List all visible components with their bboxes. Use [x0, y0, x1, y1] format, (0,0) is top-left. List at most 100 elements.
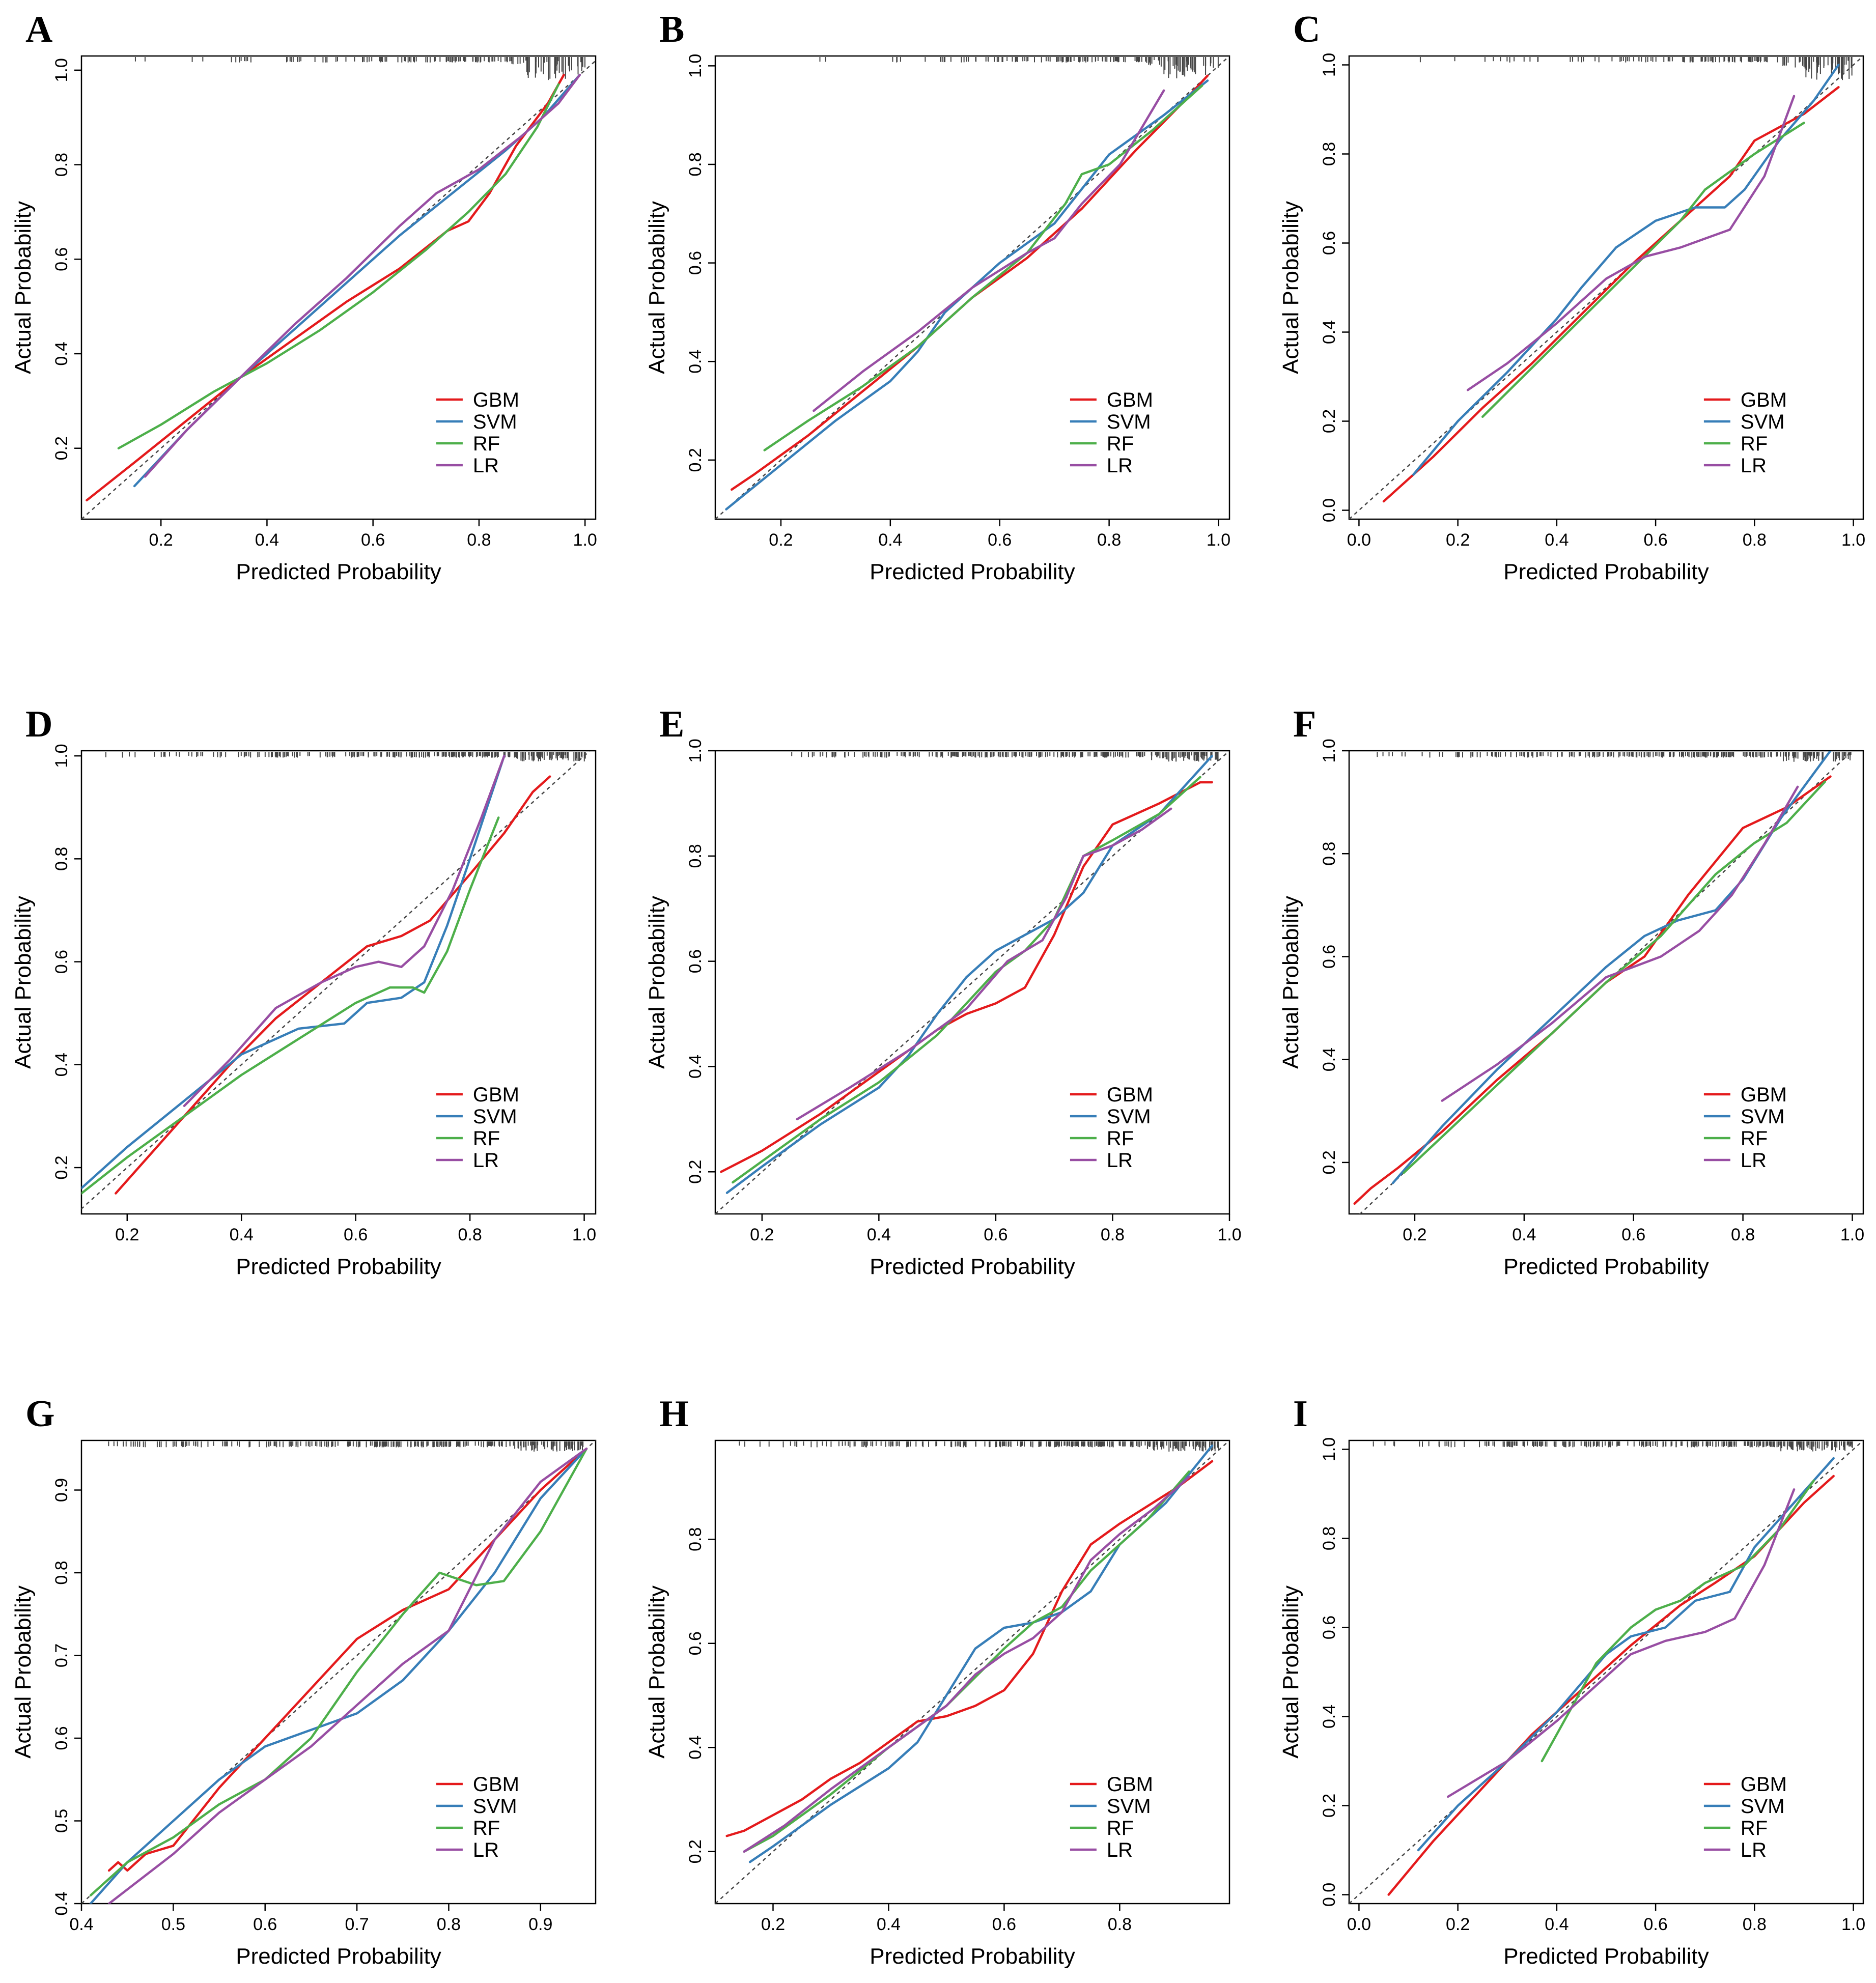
rug-marks: [819, 57, 1219, 78]
legend-label-lr: LR: [1107, 1149, 1133, 1172]
series-line-svm: [748, 1444, 1214, 1863]
y-tick-label: 0.6: [686, 251, 705, 275]
legend-label-lr: LR: [1741, 455, 1767, 477]
y-tick-label: 0.8: [1320, 1526, 1339, 1550]
x-tick-label: 0.6: [344, 1225, 368, 1244]
plot-frame: [80, 55, 597, 520]
panel-letter-e: E: [659, 703, 684, 745]
series-line-gbm: [720, 781, 1213, 1173]
y-tick-label: 0.5: [52, 1809, 71, 1833]
plot-frame: [714, 55, 1230, 520]
x-tick-label: 0.6: [253, 1915, 277, 1934]
y-axis-label: Actual Probability: [645, 896, 669, 1069]
rug-marks: [134, 57, 586, 80]
y-axis-label: Actual Probability: [645, 1585, 669, 1759]
x-tick-label: 1.0: [572, 1225, 596, 1244]
panel-letter-g: G: [25, 1393, 55, 1435]
legend-label-svm: SVM: [1107, 411, 1151, 433]
x-axis-label: Predicted Probability: [1503, 559, 1709, 584]
legend-label-rf: RF: [1107, 1127, 1134, 1150]
y-tick-label: 0.0: [1320, 1883, 1339, 1907]
series-line-lr: [743, 1476, 1190, 1853]
x-tick-label: 0.6: [992, 1915, 1016, 1934]
x-tick-label: 1.0: [1217, 1225, 1241, 1244]
y-tick-label: 0.4: [52, 342, 71, 365]
legend-label-svm: SVM: [473, 1795, 517, 1818]
legend-label-lr: LR: [1107, 1839, 1133, 1861]
legend-label-rf: RF: [1107, 1817, 1134, 1839]
legend-label-gbm: GBM: [1741, 1084, 1787, 1106]
legend-label-svm: SVM: [1107, 1106, 1151, 1128]
calibration-plot-e: E 0.2 0.4 0.6 0.8 1.0 0.2 0.4 0.6 0.8 1.0 Predicted…: [645, 703, 1242, 1279]
series-line-gbm: [107, 1448, 588, 1872]
calibration-plot-d: D 0.2 0.4 0.6 0.8 1.0 0.2 0.4 0.6 0.8 1.0 Predicted…: [11, 703, 597, 1279]
x-tick-label: 1.0: [1841, 1915, 1865, 1934]
y-tick-label: 0.6: [52, 1726, 71, 1750]
series-line-lr: [107, 1448, 588, 1904]
y-tick-label: 0.6: [52, 247, 71, 271]
legend-label-gbm: GBM: [473, 1084, 519, 1106]
y-tick-label: 0.6: [686, 1631, 705, 1655]
series-line-gbm: [725, 1460, 1214, 1837]
plot-frame: [1348, 750, 1864, 1215]
legend-label-gbm: GBM: [1741, 1773, 1787, 1796]
y-tick-label: 0.6: [686, 949, 705, 973]
legend-label-svm: SVM: [1107, 1795, 1151, 1818]
x-tick-label: 0.2: [1403, 1225, 1426, 1244]
legend-label-rf: RF: [473, 1127, 500, 1150]
y-tick-label: 0.0: [1320, 498, 1339, 522]
rug-marks: [1373, 1441, 1853, 1452]
ideal-diagonal: [715, 751, 1229, 1214]
series-line-svm: [725, 755, 1213, 1194]
y-tick-label: 0.4: [52, 1891, 71, 1915]
x-tick-label: 0.2: [1446, 1915, 1470, 1934]
y-tick-label: 1.0: [52, 744, 71, 768]
x-tick-label: 0.2: [115, 1225, 139, 1244]
series-line-svm: [81, 754, 506, 1189]
panel-letter-h: H: [659, 1393, 689, 1435]
series-line-rf: [89, 1448, 588, 1897]
series-line-lr: [813, 89, 1165, 412]
legend-label-lr: LR: [473, 1149, 499, 1172]
calibration-plot-c: C 0.0 0.2 0.4 0.6 0.8 1.0 0.0 0.2 0.4 0.6 0.8 1.0 Pre…: [1278, 9, 1865, 584]
x-tick-label: 0.4: [1512, 1225, 1536, 1244]
legend-label-svm: SVM: [1741, 411, 1785, 433]
legend-label-gbm: GBM: [1107, 389, 1153, 411]
y-tick-label: 0.4: [686, 350, 705, 374]
y-tick-label: 0.6: [1320, 945, 1339, 969]
series-line-rf: [743, 1470, 1190, 1853]
x-tick-label: 0.6: [984, 1225, 1007, 1244]
y-tick-label: 0.6: [1320, 1616, 1339, 1639]
rug-marks: [108, 1441, 584, 1452]
x-axis-label: Predicted Probability: [1503, 1254, 1709, 1279]
plot-frame: [80, 1439, 597, 1905]
legend-label-gbm: GBM: [473, 389, 519, 411]
x-axis-label: Predicted Probability: [236, 1944, 441, 1969]
ideal-diagonal: [81, 751, 591, 1210]
x-tick-label: 1.0: [573, 530, 597, 550]
x-tick-label: 0.2: [149, 530, 173, 550]
legend-label-svm: SVM: [1741, 1106, 1785, 1128]
series-line-svm: [89, 1448, 588, 1904]
x-tick-label: 0.2: [1446, 530, 1470, 550]
x-tick-label: 0.6: [988, 530, 1012, 550]
rug-marks: [791, 752, 1219, 762]
x-tick-label: 0.4: [878, 530, 902, 550]
x-tick-label: 0.7: [345, 1915, 369, 1934]
legend-label-rf: RF: [1741, 433, 1768, 455]
y-tick-label: 0.2: [1320, 1150, 1339, 1174]
x-tick-label: 0.8: [1097, 530, 1121, 550]
plot-frame: [80, 750, 597, 1215]
legend-label-rf: RF: [473, 433, 500, 455]
y-tick-label: 0.2: [686, 1160, 705, 1184]
series-line-rf: [81, 816, 500, 1195]
series-line-lr: [1441, 785, 1799, 1102]
y-tick-label: 0.2: [686, 448, 705, 472]
x-tick-label: 0.8: [1101, 1225, 1125, 1244]
